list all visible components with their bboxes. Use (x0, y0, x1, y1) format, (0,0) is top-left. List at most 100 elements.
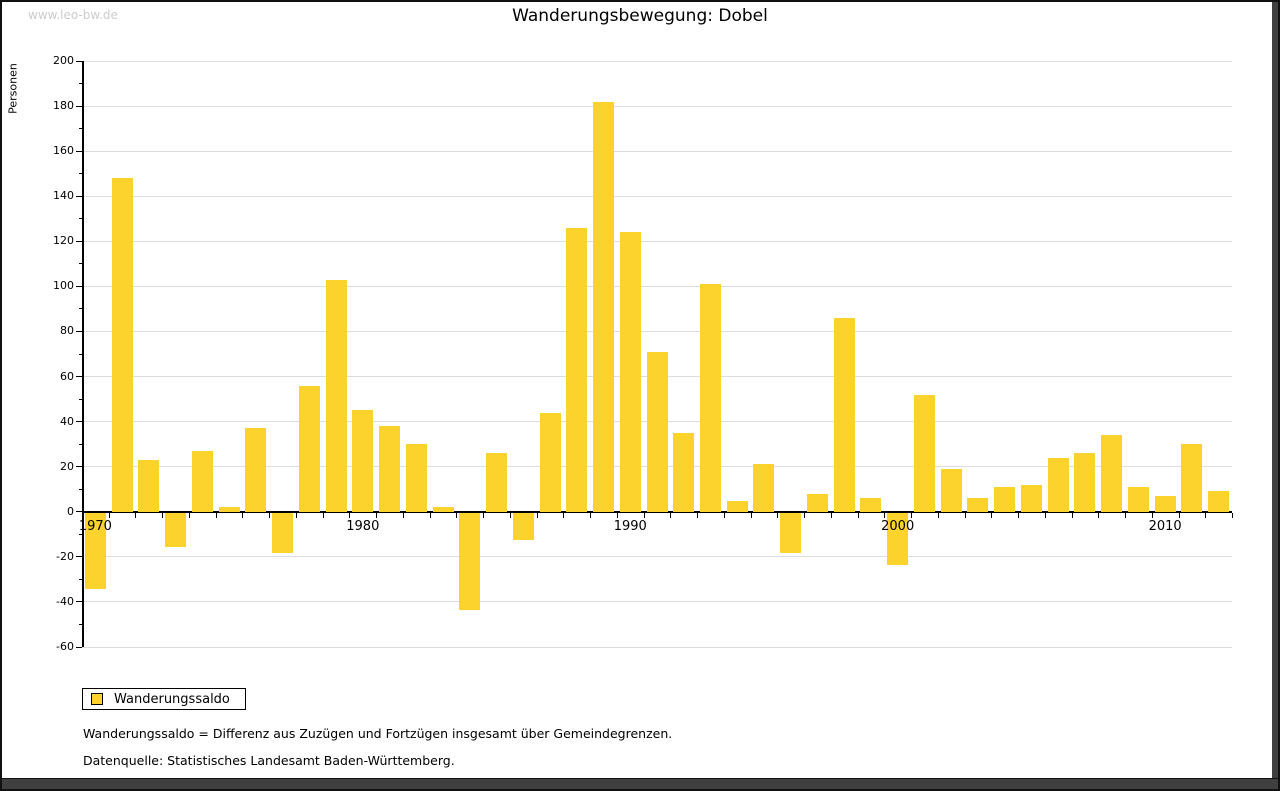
y-tick (76, 285, 82, 287)
bar-1974 (191, 450, 213, 512)
x-tick (1232, 512, 1233, 518)
x-tick (804, 512, 806, 518)
y-minor-tick (79, 443, 82, 445)
bar-1978 (298, 385, 320, 512)
gridline (82, 601, 1232, 603)
gridline (82, 105, 1232, 107)
y-tick (76, 195, 82, 197)
y-minor-tick (79, 173, 82, 175)
x-tick-label-2010: 2010 (1148, 518, 1182, 534)
bar-1991 (646, 351, 668, 512)
bar-1982 (405, 444, 427, 512)
y-tick (76, 556, 82, 558)
x-tick (215, 512, 217, 518)
gridline (82, 330, 1232, 332)
bar-2006 (1047, 457, 1069, 512)
bar-2010 (1154, 495, 1176, 512)
y-tick (76, 60, 82, 62)
bar-1989 (593, 101, 614, 512)
watermark: www.leo-bw.de (28, 8, 118, 22)
y-tick-label: 100 (53, 279, 74, 293)
y-axis-line (82, 61, 84, 647)
bar-2008 (1101, 435, 1123, 512)
x-tick (349, 512, 351, 518)
y-minor-tick (79, 353, 82, 355)
y-tick-label: 60 (60, 369, 74, 383)
gridline (82, 240, 1232, 242)
y-tick-label: -60 (56, 640, 74, 653)
x-tick (1044, 512, 1046, 518)
bar-1976 (245, 428, 267, 512)
x-tick (322, 512, 324, 518)
x-tick (1205, 512, 1207, 518)
x-tick-label-1990: 1990 (613, 518, 647, 534)
bar-1995 (753, 464, 775, 512)
y-tick-label: 200 (53, 54, 74, 67)
bar-1984 (459, 512, 481, 610)
x-tick (590, 512, 592, 518)
bar-1981 (379, 426, 401, 512)
bar-1993 (699, 284, 721, 512)
x-tick (1098, 512, 1100, 518)
bar-1996 (780, 512, 802, 554)
bar-1979 (325, 279, 347, 512)
x-tick (1178, 512, 1180, 518)
bar-1999 (860, 498, 882, 512)
y-minor-tick (79, 308, 82, 310)
x-tick (616, 512, 618, 518)
y-minor-tick (79, 398, 82, 400)
x-tick (643, 512, 645, 518)
legend-swatch (91, 693, 103, 705)
gridline (82, 646, 1232, 648)
x-tick (376, 512, 378, 518)
legend: Wanderungssaldo (82, 688, 246, 710)
y-tick-label: 40 (60, 414, 74, 428)
y-minor-tick (79, 218, 82, 220)
x-tick (402, 512, 404, 518)
x-tick (697, 512, 699, 518)
y-tick (76, 466, 82, 468)
bar-1985 (486, 453, 508, 512)
y-minor-tick (79, 128, 82, 130)
x-tick (456, 512, 458, 518)
bar-1994 (726, 500, 748, 512)
y-tick-label: 0 (67, 504, 74, 518)
x-tick (429, 512, 431, 518)
bar-1992 (673, 432, 695, 512)
x-tick (162, 512, 164, 518)
bottom-frame-edge (2, 778, 1278, 789)
legend-label: Wanderungssaldo (114, 691, 230, 707)
bar-2007 (1074, 453, 1096, 512)
bar-1980 (352, 410, 374, 512)
x-tick (991, 512, 993, 518)
y-tick (76, 330, 82, 332)
y-minor-tick (79, 83, 82, 85)
y-tick (76, 240, 82, 242)
x-tick (536, 512, 538, 518)
bar-1970 (84, 512, 106, 590)
footnote-definition: Wanderungssaldo = Differenz aus Zuzügen … (83, 726, 673, 741)
y-tick-label: 120 (53, 234, 74, 248)
y-tick-label: 180 (53, 99, 74, 113)
y-tick (76, 421, 82, 423)
bar-2009 (1127, 486, 1149, 512)
x-tick-label-2000: 2000 (881, 518, 915, 534)
gridline (82, 150, 1232, 152)
x-tick (242, 512, 244, 518)
y-tick-label: 20 (60, 459, 74, 473)
x-tick (1125, 512, 1127, 518)
x-tick-label-1980: 1980 (346, 518, 380, 534)
gridline (82, 60, 1232, 62)
x-tick (670, 512, 672, 518)
x-tick (723, 512, 725, 518)
chart-title: Wanderungsbewegung: Dobel (512, 6, 768, 26)
bar-2011 (1181, 444, 1203, 512)
bar-1997 (806, 493, 828, 512)
x-axis-line (82, 510, 1232, 513)
bar-2004 (994, 486, 1016, 512)
y-minor-tick (79, 488, 82, 490)
gridline (82, 285, 1232, 287)
bar-1987 (539, 412, 561, 512)
x-tick (509, 512, 511, 518)
x-tick (1018, 512, 1020, 518)
